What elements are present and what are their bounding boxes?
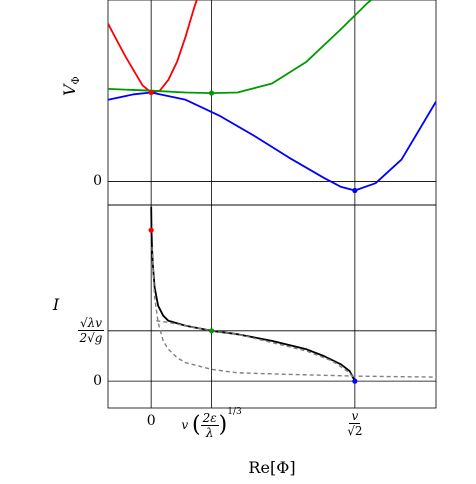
x-tick-label-eps: v ( 2ε λ )1/3 xyxy=(181,407,242,440)
x-axis-label-open: [ xyxy=(269,458,277,477)
x-tick-vmin-denominator: √2 xyxy=(347,424,363,438)
series-group xyxy=(150,206,436,382)
plot-frame xyxy=(107,0,437,206)
plot-frame xyxy=(107,204,437,409)
series-group xyxy=(108,0,436,192)
x-tick-eps-denominator: λ xyxy=(205,426,214,440)
x-tick-eps-exponent: 1/3 xyxy=(227,407,242,417)
bottom-y-tick-amplitude-denominator: 2√g xyxy=(79,331,103,346)
top-y-axis-label-sub: Φ xyxy=(71,76,83,85)
top-y-axis-label-main: V xyxy=(60,84,79,96)
data-point-0 xyxy=(148,227,154,233)
bottom-y-tick-amplitude-numerator: √λv xyxy=(77,316,104,332)
data-point-2 xyxy=(352,187,358,194)
data-point-1 xyxy=(208,328,215,334)
series-line-0 xyxy=(108,0,198,94)
x-tick-eps-numerator: 2ε xyxy=(200,411,219,426)
bottom-y-tick-label-0: 0 xyxy=(93,373,102,390)
series-line-0 xyxy=(150,206,356,382)
x-tick-label-0: 0 xyxy=(146,413,156,429)
data-point-1 xyxy=(208,90,215,96)
series-line-2 xyxy=(156,320,356,382)
x-tick-vmin-numerator: v xyxy=(349,409,361,424)
bottom-y-tick-label-amplitude: √λv 2√g xyxy=(77,316,104,346)
series-line-2 xyxy=(108,91,436,192)
data-point-0 xyxy=(148,89,154,96)
x-tick-label-vmin: v √2 xyxy=(347,410,362,437)
x-axis-label: Re[Φ] xyxy=(248,460,295,476)
top-y-tick-label-0: 0 xyxy=(93,173,102,190)
x-axis-label-phi: Φ xyxy=(276,458,290,477)
series-line-1 xyxy=(151,246,436,378)
top-y-axis-label: VΦ xyxy=(60,76,83,96)
current-panel xyxy=(107,204,437,409)
x-axis-label-re: Re xyxy=(248,458,270,477)
x-tick-eps-v: v xyxy=(181,418,189,432)
data-point-2 xyxy=(352,378,358,384)
bottom-y-axis-label: I xyxy=(52,295,60,314)
potential-panel xyxy=(107,0,437,206)
x-axis-label-close: ] xyxy=(289,458,296,477)
series-line-1 xyxy=(108,0,373,94)
